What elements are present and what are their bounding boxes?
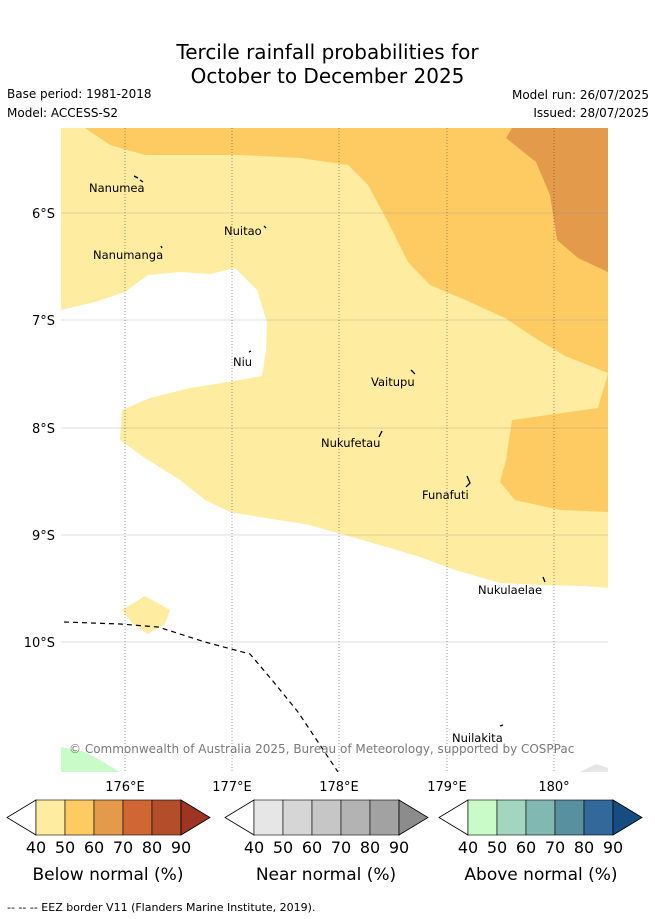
colorbar-near-label: Near normal (%) (256, 865, 396, 885)
place-label-nukulaelae: Nukulaelae (478, 583, 542, 597)
lon-label-177e: 177°E (212, 780, 252, 795)
below-colorbar-segment (151, 799, 182, 836)
below-colorbar-over-triangle (180, 799, 211, 836)
near-colorbar-segment (369, 799, 400, 836)
lat-label-7s: 7°S (32, 314, 55, 329)
below-colorbar-tick-label: 80 (142, 838, 162, 857)
above-colorbar-tick-label: 40 (458, 838, 478, 857)
near-colorbar-tick-label: 80 (360, 838, 380, 857)
map-area: Nanumea Nuitao Nanumanga Niu Vaitupu Nuk… (61, 128, 608, 772)
colorbar-above-label: Above normal (%) (464, 865, 617, 885)
below-colorbar-tick-label: 90 (171, 838, 191, 857)
above-colorbar-segment (525, 799, 556, 836)
below-normal-60-70-region (506, 128, 608, 272)
above-colorbar-over-triangle (612, 799, 643, 836)
below-colorbar-segment (64, 799, 95, 836)
below-colorbar-under-triangle (6, 799, 37, 836)
below-colorbar-tick-label: 60 (84, 838, 104, 857)
title-line-1: Tercile rainfall probabilities for (176, 40, 479, 64)
near-colorbar-tick-label: 90 (389, 838, 409, 857)
above-colorbar-segment (467, 799, 498, 836)
colorbar-below-label: Below normal (%) (33, 865, 184, 885)
base-period: Base period: 1981-2018 (7, 87, 152, 101)
colorbar-below-normal: 40 50 60 70 80 90 (6, 799, 211, 857)
near-colorbar-segment (311, 799, 342, 836)
near-colorbar-segment (253, 799, 284, 836)
place-label-niu: Niu (233, 355, 252, 369)
above-colorbar-tick-label: 80 (574, 838, 594, 857)
latitude-labels: 6°S 7°S 8°S 9°S 10°S (24, 207, 55, 651)
above-colorbar-segment (496, 799, 527, 836)
lon-label-176e: 176°E (105, 780, 145, 795)
place-label-funafuti: Funafuti (422, 488, 469, 502)
above-colorbar-tick-label: 60 (516, 838, 536, 857)
latitude-gridlines (61, 212, 608, 643)
below-colorbar-tick-label: 70 (113, 838, 133, 857)
island-shapes (133, 175, 546, 727)
above-colorbar-segment (583, 799, 614, 836)
above-colorbar-tick-label: 50 (487, 838, 507, 857)
near-colorbar-segment (282, 799, 313, 836)
below-colorbar-tick-label: 50 (55, 838, 75, 857)
below-colorbar-tick-label: 40 (26, 838, 46, 857)
lon-label-179e: 179°E (427, 780, 467, 795)
below-colorbar-segment (93, 799, 124, 836)
place-label-vaitupu: Vaitupu (371, 375, 415, 389)
near-normal-40-50-region (580, 764, 608, 772)
lat-label-8s: 8°S (32, 422, 55, 437)
place-label-nanumanga: Nanumanga (93, 248, 163, 262)
below-normal-50-60-region (85, 128, 608, 373)
near-colorbar-over-triangle (398, 799, 429, 836)
below-normal-40-50-small-region (122, 596, 170, 634)
eez-border-line (63, 621, 339, 772)
eez-legend: -- -- -- EEZ border V11 (Flanders Marine… (7, 901, 315, 914)
place-label-nuilakita: Nuilakita (452, 731, 503, 745)
near-colorbar-tick-label: 70 (331, 838, 351, 857)
copyright-text: © Commonwealth of Australia 2025, Bureau… (69, 742, 574, 756)
lat-label-10s: 10°S (24, 636, 55, 651)
above-colorbar-segment (554, 799, 585, 836)
place-label-nuitao: Nuitao (224, 224, 262, 238)
colorbar-near-normal: 40 50 60 70 80 90 (224, 799, 429, 857)
lon-label-178e: 178°E (319, 780, 359, 795)
above-normal-40-50-region (61, 747, 120, 772)
model-run: Model run: 26/07/2025 (511, 88, 649, 102)
below-colorbar-segment (35, 799, 66, 836)
near-colorbar-under-triangle (224, 799, 255, 836)
lat-label-9s: 9°S (32, 529, 55, 544)
longitude-gridlines (124, 128, 555, 772)
above-colorbar-tick-label: 90 (603, 838, 623, 857)
lon-label-180: 180° (538, 780, 569, 795)
issued-date: Issued: 28/07/2025 (533, 106, 649, 120)
colorbar-labels: Below normal (%) Near normal (%) Above n… (33, 865, 618, 885)
longitude-labels: 176°E 177°E 178°E 179°E 180° (105, 780, 569, 795)
place-label-nukufetau: Nukufetau (321, 436, 380, 450)
title-line-2: October to December 2025 (190, 64, 465, 88)
above-colorbar-under-triangle (438, 799, 469, 836)
map-title: Tercile rainfall probabilities for Octob… (0, 40, 655, 88)
below-colorbar-segment (122, 799, 153, 836)
model-name: Model: ACCESS-S2 (7, 106, 119, 120)
colorbar-above-normal: 40 50 60 70 80 90 (438, 799, 643, 857)
above-colorbar-tick-label: 70 (545, 838, 565, 857)
near-colorbar-tick-label: 60 (302, 838, 322, 857)
below-normal-50-60-east-region (500, 373, 608, 512)
place-label-nanumea: Nanumea (89, 181, 145, 195)
near-colorbar-tick-label: 50 (273, 838, 293, 857)
near-colorbar-segment (340, 799, 371, 836)
place-labels: Nanumea Nuitao Nanumanga Niu Vaitupu Nuk… (89, 181, 542, 745)
lat-label-6s: 6°S (32, 207, 55, 222)
near-colorbar-tick-label: 40 (244, 838, 264, 857)
